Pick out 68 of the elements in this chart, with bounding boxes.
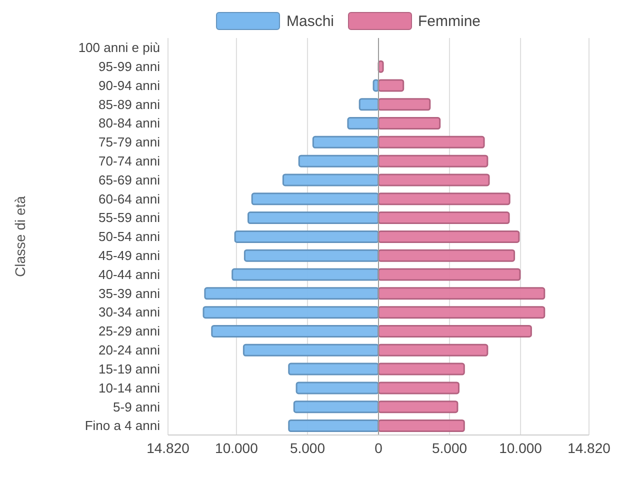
bar xyxy=(288,420,380,432)
bar xyxy=(358,98,380,111)
y-tick-label: 15-19 anni xyxy=(98,361,160,376)
bar xyxy=(378,98,431,111)
bar xyxy=(202,306,380,319)
y-tick-label: 20-24 anni xyxy=(98,342,160,358)
bar xyxy=(251,192,380,206)
y-tick-label: 70-74 anni xyxy=(98,153,160,168)
bar xyxy=(242,344,380,356)
y-tick-label: 40-44 anni xyxy=(98,266,160,282)
y-tick-label: 95-99 anni xyxy=(98,58,160,74)
y-tick-label: 50-54 anni xyxy=(98,229,160,244)
x-tick-label: 10.000 xyxy=(215,440,258,456)
bar xyxy=(204,287,380,300)
bar xyxy=(378,382,460,394)
x-tick-label: 5.000 xyxy=(290,440,326,456)
x-tick-label: 14.820 xyxy=(568,440,611,456)
x-tick-label: 5.000 xyxy=(432,440,468,456)
y-tick-label: 65-69 anni xyxy=(98,172,160,188)
bar xyxy=(378,154,488,168)
bar xyxy=(293,400,380,414)
y-tick-label: 5-9 anni xyxy=(113,399,160,414)
y-axis-title: Classe di età xyxy=(12,196,28,277)
bar xyxy=(378,344,488,356)
y-tick-label: 100 anni e più xyxy=(78,40,160,56)
bar xyxy=(378,212,510,224)
x-tick-label: 14.820 xyxy=(146,440,190,456)
y-tick-label: 55-59 anni xyxy=(98,210,160,226)
bar xyxy=(244,249,380,262)
legend-label: Maschi xyxy=(286,12,334,30)
bar xyxy=(298,154,380,168)
bar xyxy=(282,174,380,186)
bar xyxy=(378,192,510,206)
bar xyxy=(312,136,380,148)
bar xyxy=(211,324,380,338)
bar xyxy=(378,79,404,92)
legend-label: Femmine xyxy=(418,12,481,30)
y-tick-label: 10-14 anni xyxy=(98,380,160,396)
bar xyxy=(347,117,380,130)
bar xyxy=(378,400,458,414)
bar xyxy=(288,362,380,376)
y-tick-label: 45-49 anni xyxy=(98,248,160,264)
y-tick-label: 30-34 anni xyxy=(98,304,160,320)
bar xyxy=(248,212,380,224)
x-tick-label: 10.000 xyxy=(499,440,542,456)
bar xyxy=(378,362,465,376)
y-tick-label: 90-94 anni xyxy=(98,78,160,93)
y-tick-label: 25-29 anni xyxy=(98,324,160,339)
bar xyxy=(378,117,441,130)
bar xyxy=(378,230,520,243)
y-tick-label: Fino a 4 anni xyxy=(84,418,160,434)
y-tick-label: 35-39 anni xyxy=(98,286,160,301)
bar xyxy=(378,306,546,319)
y-tick-label: 85-89 anni xyxy=(98,96,160,112)
y-tick-label: 60-64 anni xyxy=(98,191,160,206)
bar xyxy=(378,287,546,300)
bar xyxy=(232,268,380,281)
bar xyxy=(234,230,380,243)
x-tick-label: 0 xyxy=(374,440,383,456)
y-tick-label: 75-79 anni xyxy=(98,134,160,150)
bar xyxy=(378,174,490,186)
bar xyxy=(296,382,380,394)
bar xyxy=(378,420,465,432)
y-tick-label: 80-84 anni xyxy=(98,116,160,131)
bar xyxy=(378,268,521,281)
bar xyxy=(378,249,516,262)
bar xyxy=(378,136,485,148)
bar xyxy=(378,324,532,338)
